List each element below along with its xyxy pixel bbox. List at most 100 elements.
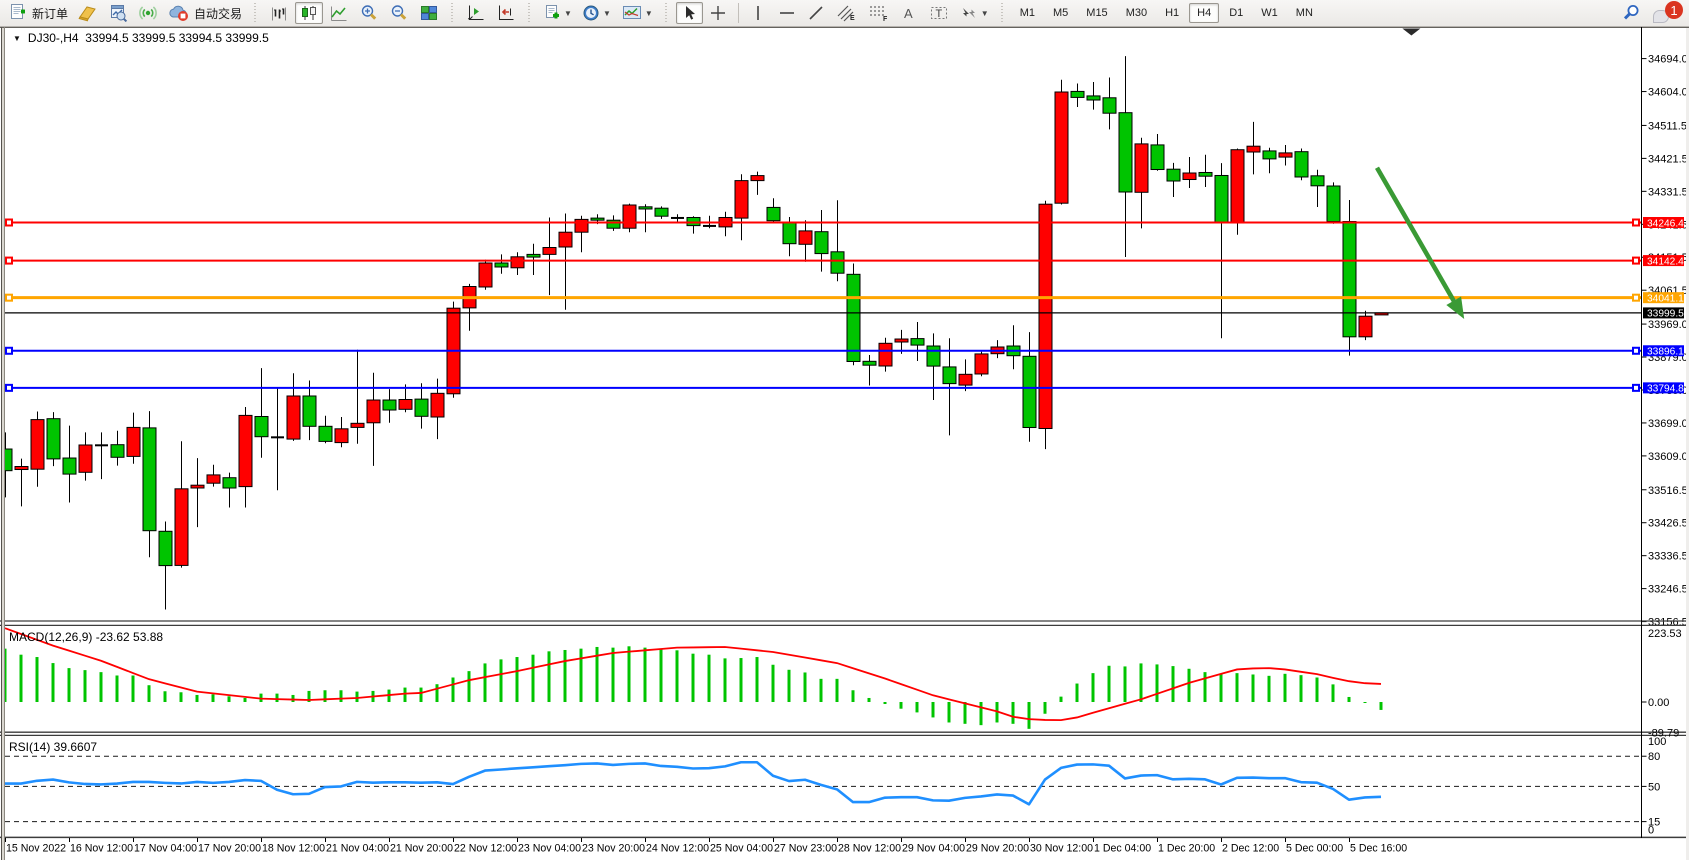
- date-tick-label: 25 Nov 04:00: [710, 843, 773, 855]
- chart-shift-button[interactable]: [462, 2, 490, 24]
- macd-scale-min: -89.79: [1648, 728, 1679, 740]
- trend-arrow: [1375, 166, 1458, 306]
- svg-text:E: E: [850, 15, 855, 22]
- date-tick-label: 22 Nov 12:00: [454, 843, 517, 855]
- candles-layer: [5, 56, 1389, 610]
- autotrading-icon: [169, 5, 189, 21]
- periods-clock-icon: [583, 5, 599, 21]
- date-tick-label: 29 Nov 20:00: [966, 843, 1029, 855]
- vertical-line-button[interactable]: [745, 2, 772, 24]
- new-order-label: 新订单: [32, 6, 69, 21]
- dropdown-caret-icon: ▼: [644, 8, 653, 18]
- date-tick-label: 17 Nov 04:00: [134, 843, 197, 855]
- toolbar-separator: [999, 3, 1005, 23]
- timeframe-M15[interactable]: M15: [1086, 7, 1108, 19]
- market-watch-button[interactable]: [104, 2, 132, 24]
- timeframe-MN[interactable]: MN: [1295, 7, 1313, 19]
- hline-handle: [5, 218, 13, 227]
- timeframe-H1[interactable]: H1: [1165, 7, 1180, 19]
- chart-periods-button[interactable]: ▼: [578, 2, 615, 24]
- arrows-button[interactable]: ▼: [955, 2, 993, 24]
- crosshair-button[interactable]: [705, 2, 732, 24]
- equidistant-channel-button[interactable]: E: [832, 2, 862, 24]
- price-line-label: 34041.1: [1647, 293, 1684, 304]
- horizontal-line-icon: [780, 12, 795, 14]
- signals-button[interactable]: [134, 2, 162, 24]
- price-chart[interactable]: 34694.034604.034511.534421.534331.534241…: [0, 27, 1689, 860]
- price-tick-label: 34511.5: [1648, 120, 1687, 132]
- date-tick-label: 24 Nov 12:00: [646, 843, 709, 855]
- price-tick-label: 33516.5: [1648, 485, 1688, 497]
- macd-panel: [3, 627, 1383, 729]
- text-label-button[interactable]: T: [925, 2, 953, 24]
- price-line-label: 34246.4: [1647, 218, 1684, 229]
- price-tick-label: 33246.5: [1648, 584, 1688, 596]
- crosshair-icon: [711, 6, 726, 20]
- rsi-scale-label: 0: [1648, 825, 1654, 837]
- date-tick-label: 27 Nov 23:00: [774, 843, 837, 855]
- price-tick-label: 33969.0: [1648, 319, 1688, 331]
- notifications-button[interactable]: 1: [1653, 1, 1683, 25]
- macd-scale-zero: 0.00: [1648, 697, 1669, 709]
- svg-text:T: T: [935, 8, 942, 20]
- trendline-button[interactable]: [803, 2, 830, 24]
- search-icon[interactable]: [1621, 3, 1643, 23]
- dropdown-caret-icon: ▼: [564, 8, 572, 18]
- rsi-panel: [5, 755, 1642, 823]
- bar-chart-button[interactable]: [265, 2, 293, 24]
- date-tick-label: 1 Dec 20:00: [1158, 843, 1215, 855]
- line-chart-icon: [331, 6, 347, 21]
- rsi-scale-label: 50: [1648, 781, 1660, 793]
- toolbar-separator: [527, 3, 533, 23]
- price-line-label: 33794.8: [1647, 384, 1684, 395]
- tile-windows-button[interactable]: [415, 2, 443, 24]
- macd-scale-max: 223.53: [1648, 628, 1682, 640]
- chart-collapse-icon[interactable]: ▼: [13, 33, 21, 43]
- autotrading-button[interactable]: 自动交易: [164, 2, 246, 24]
- text-button[interactable]: A: [896, 2, 923, 24]
- zoom-in-button[interactable]: [355, 2, 383, 24]
- indicators-icon: [622, 6, 641, 19]
- date-tick-label: 17 Nov 20:00: [198, 843, 261, 855]
- date-tick-label: 23 Nov 20:00: [582, 843, 645, 855]
- price-tick-label: 34421.5: [1648, 153, 1688, 165]
- signals-icon: [139, 6, 157, 20]
- chart-shift-marker: [1402, 28, 1421, 36]
- dropdown-caret-icon: ▼: [602, 8, 611, 18]
- new-chart-icon: [546, 5, 560, 19]
- line-chart-button[interactable]: [325, 2, 353, 24]
- chart-symbol-period: DJ30-,H4: [27, 31, 79, 45]
- chart-window[interactable]: 34694.034604.034511.534421.534331.534241…: [0, 27, 1689, 860]
- date-tick-label: 23 Nov 04:00: [518, 843, 581, 855]
- new-order-icon: [11, 4, 25, 19]
- new-order-button[interactable]: 新订单: [5, 2, 72, 24]
- date-tick-label: 15 Nov 2022: [6, 843, 66, 855]
- timeframe-D1[interactable]: D1: [1229, 7, 1244, 19]
- candlestick-chart-button[interactable]: [295, 2, 324, 24]
- hline-handle: [1632, 293, 1640, 302]
- date-tick-label: 5 Dec 00:00: [1286, 843, 1343, 855]
- timeframe-M30[interactable]: M30: [1125, 7, 1148, 19]
- date-tick-label: 2 Dec 12:00: [1222, 843, 1279, 855]
- text-label-icon: T: [930, 7, 947, 20]
- timeframe-H4[interactable]: H4: [1189, 3, 1220, 23]
- horizontal-line-button[interactable]: [774, 2, 801, 24]
- zoom-out-button[interactable]: [385, 2, 413, 24]
- dropdown-caret-icon: ▼: [980, 8, 989, 18]
- auto-scroll-icon: [499, 5, 514, 20]
- new-chart-button[interactable]: ▼: [539, 2, 576, 24]
- price-tick-label: 34331.5: [1648, 186, 1688, 198]
- rsi-scale-label: 80: [1648, 751, 1660, 763]
- text-icon: A: [904, 6, 913, 21]
- toolbar-separator: [450, 3, 456, 23]
- auto-scroll-button[interactable]: [492, 2, 520, 24]
- metaeditor-button[interactable]: [74, 2, 102, 24]
- timeframe-M1[interactable]: M1: [1019, 7, 1035, 19]
- rsi-line: [5, 760, 1382, 806]
- timeframe-M5[interactable]: M5: [1053, 7, 1069, 19]
- bar-chart-icon: [272, 7, 287, 21]
- indicators-button[interactable]: ▼: [617, 2, 657, 24]
- cursor-button[interactable]: [675, 2, 703, 24]
- fibonacci-button[interactable]: F: [864, 2, 894, 24]
- timeframe-W1[interactable]: W1: [1261, 7, 1278, 19]
